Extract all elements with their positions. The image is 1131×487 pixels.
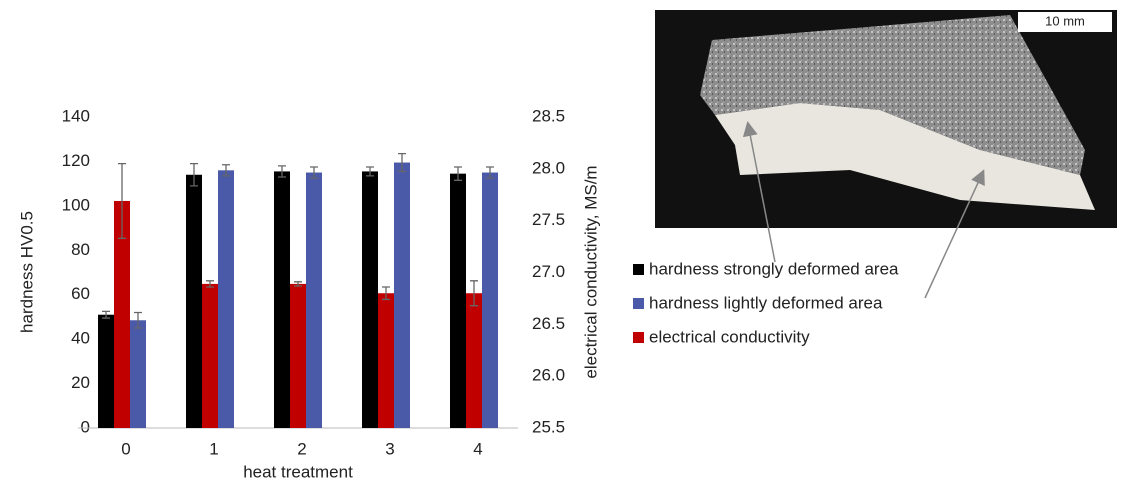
y-tick-label: 100	[62, 195, 90, 214]
bar	[98, 315, 114, 428]
bar	[130, 320, 146, 428]
bar	[482, 173, 498, 428]
y-tick-label: 80	[71, 240, 90, 259]
y-tick-label: 20	[71, 373, 90, 392]
y2-tick-label: 25.5	[532, 417, 565, 436]
y2-tick-label: 27.0	[532, 262, 565, 281]
figure: 10 mm hardness HV0.5 electrical conducti…	[0, 0, 1131, 487]
photo: 10 mm	[655, 10, 1117, 228]
legend-swatch	[633, 298, 644, 309]
y2-axis-label: electrical conductivity, MS/m	[581, 165, 600, 378]
y2-tick-label: 27.5	[532, 210, 565, 229]
bar	[306, 173, 322, 428]
y-axis-label: hardness HV0.5	[17, 211, 36, 333]
y-tick-label: 60	[71, 284, 90, 303]
y-tick-label: 120	[62, 151, 90, 170]
bar	[218, 170, 234, 428]
bar	[186, 175, 202, 428]
bar	[274, 171, 290, 428]
x-tick-label: 1	[209, 439, 218, 458]
x-tick-label: 0	[121, 439, 130, 458]
bar	[450, 174, 466, 428]
y2-tick-label: 26.0	[532, 366, 565, 385]
y2-tick-label: 28.5	[532, 106, 565, 125]
legend-label: hardness lightly deformed area	[649, 293, 883, 312]
legend-swatch	[633, 264, 644, 275]
page: 10 mm hardness HV0.5 electrical conducti…	[0, 0, 1131, 487]
scale-label: 10 mm	[1045, 13, 1085, 28]
x-tick-label: 3	[385, 439, 394, 458]
legend-swatch	[633, 332, 644, 343]
y-tick-label: 40	[71, 329, 90, 348]
bar	[290, 284, 306, 428]
bar	[362, 171, 378, 428]
bar	[466, 293, 482, 428]
y-tick-label: 0	[81, 417, 90, 436]
x-axis-label: heat treatment	[243, 462, 353, 481]
legend-label: electrical conductivity	[649, 327, 810, 346]
x-tick-label: 4	[473, 439, 482, 458]
y-tick-label: 140	[62, 106, 90, 125]
bar	[202, 284, 218, 428]
bar	[378, 293, 394, 428]
legend-label: hardness strongly deformed area	[649, 259, 899, 278]
y2-tick-label: 26.5	[532, 314, 565, 333]
bar	[394, 163, 410, 428]
y2-tick-label: 28.0	[532, 158, 565, 177]
x-tick-label: 2	[297, 439, 306, 458]
